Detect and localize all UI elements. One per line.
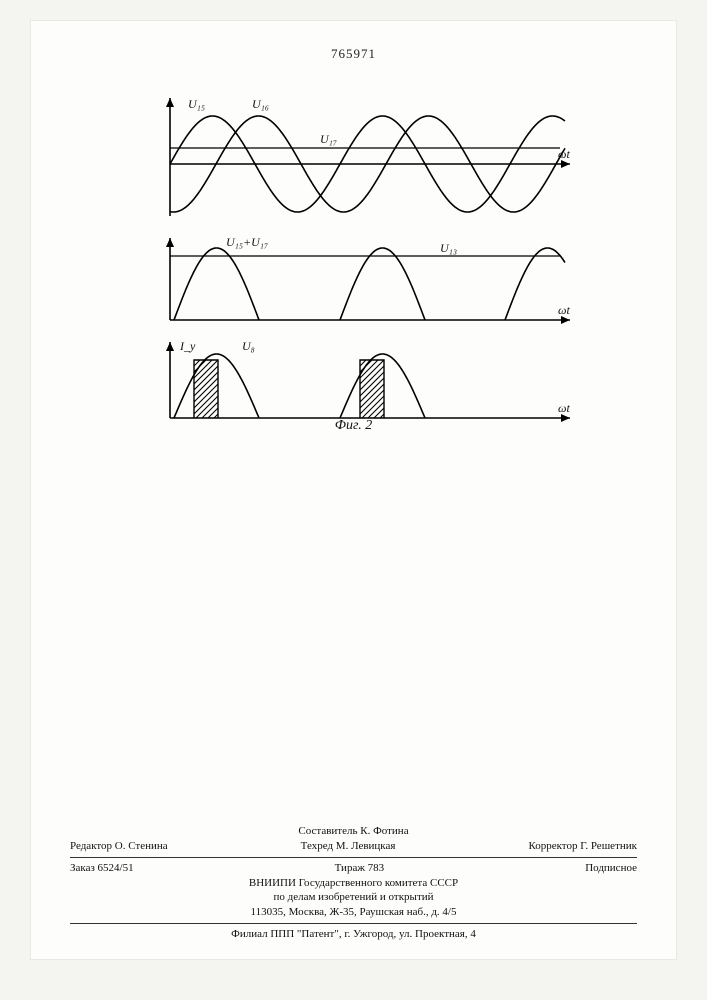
svg-text:U₁₃: U₁₃ [440,241,457,255]
figure-caption: Фиг. 2 [335,418,373,434]
footer-rule-1 [70,857,637,858]
footer-order: Заказ 6524/51 [70,861,134,876]
svg-text:U₈: U₈ [242,339,255,353]
footer-org-1: ВНИИПИ Государственного комитета СССР [70,876,637,891]
svg-text:U₁₇: U₁₇ [320,132,337,146]
svg-text:ωt: ωt [558,147,570,161]
svg-text:U₁₅+U₁₇: U₁₅+U₁₇ [226,235,268,249]
footer-compiler: Составитель К. Фотина [70,824,637,839]
footer-org-2: по делам изобретений и открытий [70,890,637,905]
footer-address: 113035, Москва, Ж-35, Раушская наб., д. … [70,905,637,920]
svg-text:I_y: I_y [179,339,196,353]
footer-signed: Подписное [585,861,637,876]
footer-rule-2 [70,923,637,924]
waveform-figure: U₁₅ U₁₆ U₁₇ ωt U₁₅+U₁₇ U₁₃ ωt I_y U₈ ωt [160,98,580,428]
svg-text:ωt: ωt [558,401,570,415]
svg-text:U₁₅: U₁₅ [188,98,205,111]
svg-text:ωt: ωt [558,303,570,317]
waveform-svg: U₁₅ U₁₆ U₁₇ ωt U₁₅+U₁₇ U₁₃ ωt I_y U₈ ωt [160,98,580,428]
svg-text:U₁₆: U₁₆ [252,98,269,111]
footer-print-run: Тираж 783 [335,861,385,876]
footer-editor: Редактор О. Стенина [70,839,168,854]
footer-corrector: Корректор Г. Решетник [528,839,637,854]
footer-branch: Филиал ППП "Патент", г. Ужгород, ул. Про… [70,927,637,942]
footer-block: Составитель К. Фотина Редактор О. Стенин… [70,824,637,942]
page-sheet: 765971 U₁₅ U₁₆ U₁₇ ωt U₁₅+U₁₇ U₁₃ ωt I_y U₈ ωt Фи… [30,20,677,960]
document-number: 765971 [331,46,376,62]
footer-techred: Техред М. Левицкая [301,839,396,854]
